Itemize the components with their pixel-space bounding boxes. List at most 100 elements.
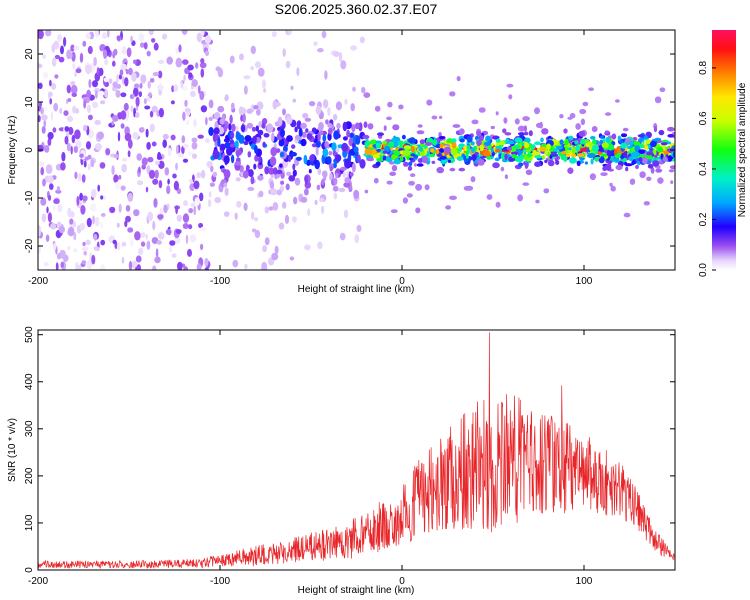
spectrogram-cell bbox=[235, 149, 242, 156]
spectrogram-cell bbox=[175, 57, 183, 68]
spectrogram-cell bbox=[541, 128, 549, 135]
spectrogram-cell bbox=[417, 124, 423, 128]
spectrogram-cell bbox=[223, 155, 230, 165]
spectrogram-cell bbox=[506, 146, 512, 151]
spectrogram-cell bbox=[183, 200, 188, 207]
spectrogram-cell bbox=[262, 245, 268, 253]
spectrogram-cell bbox=[100, 263, 105, 270]
spectrogram-cell bbox=[94, 119, 101, 125]
spectrogram-cell bbox=[182, 59, 189, 65]
spectrogram-cell bbox=[285, 183, 290, 191]
spectrogram-cell bbox=[83, 160, 87, 168]
spectrogram-cell bbox=[214, 197, 221, 204]
spectrogram-cell bbox=[205, 138, 210, 143]
spectrogram-cell bbox=[162, 33, 168, 40]
spectrogram-cell bbox=[236, 200, 242, 208]
spectrogram-cell bbox=[654, 96, 662, 104]
colorbar-label: Normalized spectral amplitude bbox=[737, 82, 748, 217]
spectrogram-cell bbox=[124, 220, 128, 228]
spectrogram-cell bbox=[188, 224, 193, 230]
spectrogram-cell bbox=[158, 160, 165, 169]
spectrogram-cell bbox=[146, 240, 151, 250]
spectrogram-cell bbox=[296, 67, 300, 77]
spectrogram-cell bbox=[167, 147, 172, 157]
spectrogram-cell bbox=[60, 162, 66, 171]
spectrogram-cell bbox=[315, 146, 319, 156]
spectrogram-cell bbox=[235, 132, 242, 141]
spectrogram-cell bbox=[86, 259, 93, 270]
spectrogram-cell bbox=[525, 169, 533, 176]
snr-y-ticks: 0 100 200 300 400 500 bbox=[24, 326, 675, 573]
spectrogram-cell bbox=[366, 157, 375, 162]
spectrogram-cell bbox=[74, 71, 77, 77]
spectrogram-cell bbox=[181, 135, 186, 144]
spectrogram-cell bbox=[335, 147, 340, 153]
spectrogram-cell bbox=[578, 130, 586, 137]
spectrogram-cell bbox=[402, 150, 411, 157]
spectrogram-cell bbox=[85, 64, 92, 75]
spectrogram-cell bbox=[328, 151, 333, 156]
spectrogram-cell bbox=[75, 108, 80, 114]
spectrogram-cell bbox=[66, 142, 71, 152]
spectrogram-cell bbox=[274, 173, 278, 180]
spectrogram-cell bbox=[67, 207, 72, 218]
spectrogram-cell bbox=[250, 66, 254, 71]
spectrogram-cell bbox=[224, 94, 229, 101]
spectrogram-cell bbox=[655, 168, 663, 173]
spectrogram-cell bbox=[387, 141, 395, 148]
spectrogram-cell bbox=[458, 167, 466, 172]
spectrogram-cell bbox=[254, 154, 259, 162]
spectrogram-cell bbox=[79, 222, 86, 231]
spectrogram-cell bbox=[144, 105, 151, 110]
spectrogram-cell bbox=[200, 68, 205, 78]
spectrogram-cell bbox=[153, 42, 159, 51]
spectrogram-cell bbox=[67, 98, 72, 102]
spectrogram-cell bbox=[49, 183, 54, 191]
spectrogram-cell bbox=[638, 157, 643, 163]
spectrogram-cell bbox=[208, 47, 211, 52]
spectrogram-cell bbox=[73, 248, 78, 253]
spectrogram-cell bbox=[471, 119, 479, 125]
spectrogram-cell bbox=[234, 161, 242, 166]
spectrogram-cell bbox=[147, 80, 151, 89]
spectrogram-cell bbox=[248, 169, 254, 178]
spectrogram-cell bbox=[262, 141, 266, 148]
snr-y-tick-label: 0 bbox=[24, 567, 35, 573]
spectrogram-cell bbox=[606, 149, 611, 157]
spectrogram-cell bbox=[610, 185, 616, 192]
spectrogram-cell bbox=[476, 139, 482, 147]
spectrogram-cell bbox=[494, 157, 500, 162]
spectrogram-cell bbox=[183, 266, 188, 270]
spectrogram-cell bbox=[285, 60, 291, 69]
spectrogram-cell bbox=[620, 142, 627, 149]
spectrogram-cell bbox=[195, 62, 199, 69]
spectrogram-cell bbox=[512, 144, 520, 150]
spectrogram-cell bbox=[193, 205, 196, 216]
spectrogram-cell bbox=[184, 99, 188, 107]
spectrogram-cell bbox=[108, 78, 113, 84]
spectrogram-cell bbox=[45, 234, 50, 242]
spectrogram-cell bbox=[443, 146, 451, 154]
spectrogram-cell bbox=[230, 102, 235, 110]
spectrogram-cell bbox=[191, 141, 198, 150]
spectrogram-cell bbox=[458, 145, 463, 152]
spectrogram-cell bbox=[308, 101, 316, 107]
spectrogram-cell bbox=[568, 135, 574, 141]
spectrogram-cell bbox=[289, 256, 295, 261]
spectrogram-cell bbox=[66, 49, 72, 60]
spectrogram-cell bbox=[402, 197, 408, 204]
spectrogram-cell bbox=[52, 204, 56, 211]
spectrogram-cell bbox=[42, 178, 46, 187]
spectrogram-cell bbox=[228, 123, 232, 131]
spectrogram-cell bbox=[126, 47, 132, 58]
spectrogram-cell bbox=[116, 35, 121, 41]
spectrogram-cell bbox=[356, 224, 362, 232]
spectrogram-cell bbox=[319, 197, 325, 203]
spectrogram-cell bbox=[243, 75, 251, 80]
spectrogram-cell bbox=[139, 42, 145, 48]
spectrogram-cell bbox=[38, 30, 44, 40]
spectrogram-cell bbox=[191, 137, 198, 143]
spectrogram-cell bbox=[373, 177, 379, 184]
spectrogram-cell bbox=[185, 234, 189, 244]
